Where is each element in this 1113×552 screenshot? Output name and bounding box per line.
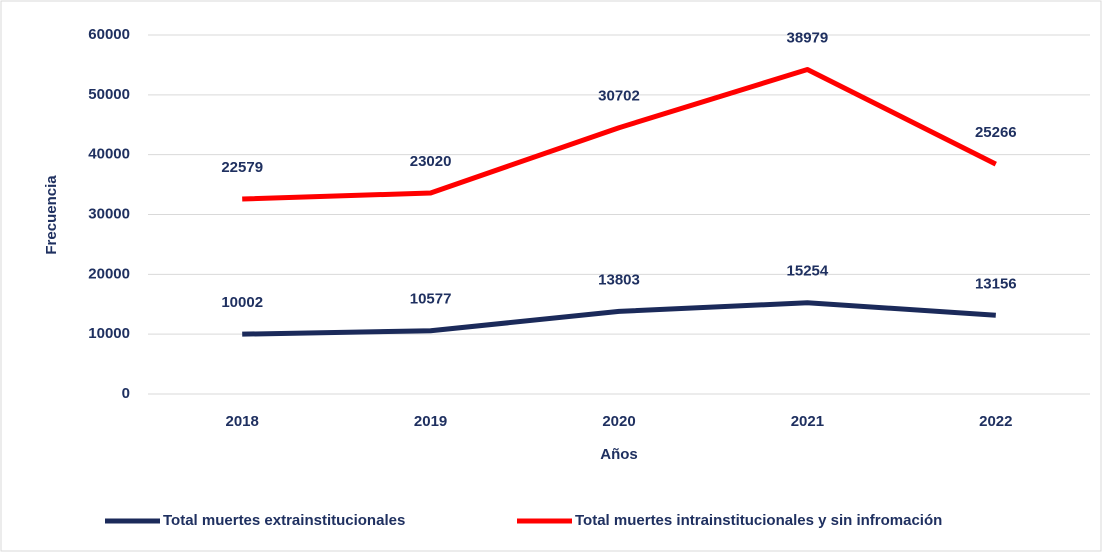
data-label: 10002: [221, 294, 263, 311]
data-label: 38979: [787, 29, 829, 46]
x-tick-label: 2018: [226, 413, 259, 430]
data-label: 22579: [221, 159, 263, 176]
y-axis-title: Frecuencia: [43, 175, 60, 255]
y-tick-label: 40000: [88, 146, 130, 163]
line-series: [242, 67, 997, 202]
data-label: 15254: [787, 263, 829, 280]
legend-label: Total muertes extrainstitucionales: [163, 512, 405, 529]
y-tick-label: 50000: [88, 86, 130, 103]
y-tick-label: 0: [122, 385, 130, 402]
y-tick-label: 10000: [88, 325, 130, 342]
y-tick-label: 30000: [88, 205, 130, 222]
data-label: 23020: [410, 153, 452, 170]
y-tick-label: 20000: [88, 265, 130, 282]
y-tick-label: 60000: [88, 26, 130, 43]
data-label: 30702: [598, 88, 640, 105]
x-tick-label: 2020: [602, 413, 635, 430]
data-label: 13803: [598, 271, 640, 288]
data-label: 13156: [975, 275, 1017, 292]
line-series: [242, 300, 996, 337]
x-tick-label: 2022: [979, 413, 1012, 430]
x-tick-label: 2021: [791, 413, 824, 430]
x-tick-label: 2019: [414, 413, 447, 430]
x-axis-title: Años: [600, 446, 638, 463]
data-label: 25266: [975, 124, 1017, 141]
legend-label: Total muertes intrainstitucionales y sin…: [575, 512, 942, 529]
data-label: 10577: [410, 291, 452, 308]
